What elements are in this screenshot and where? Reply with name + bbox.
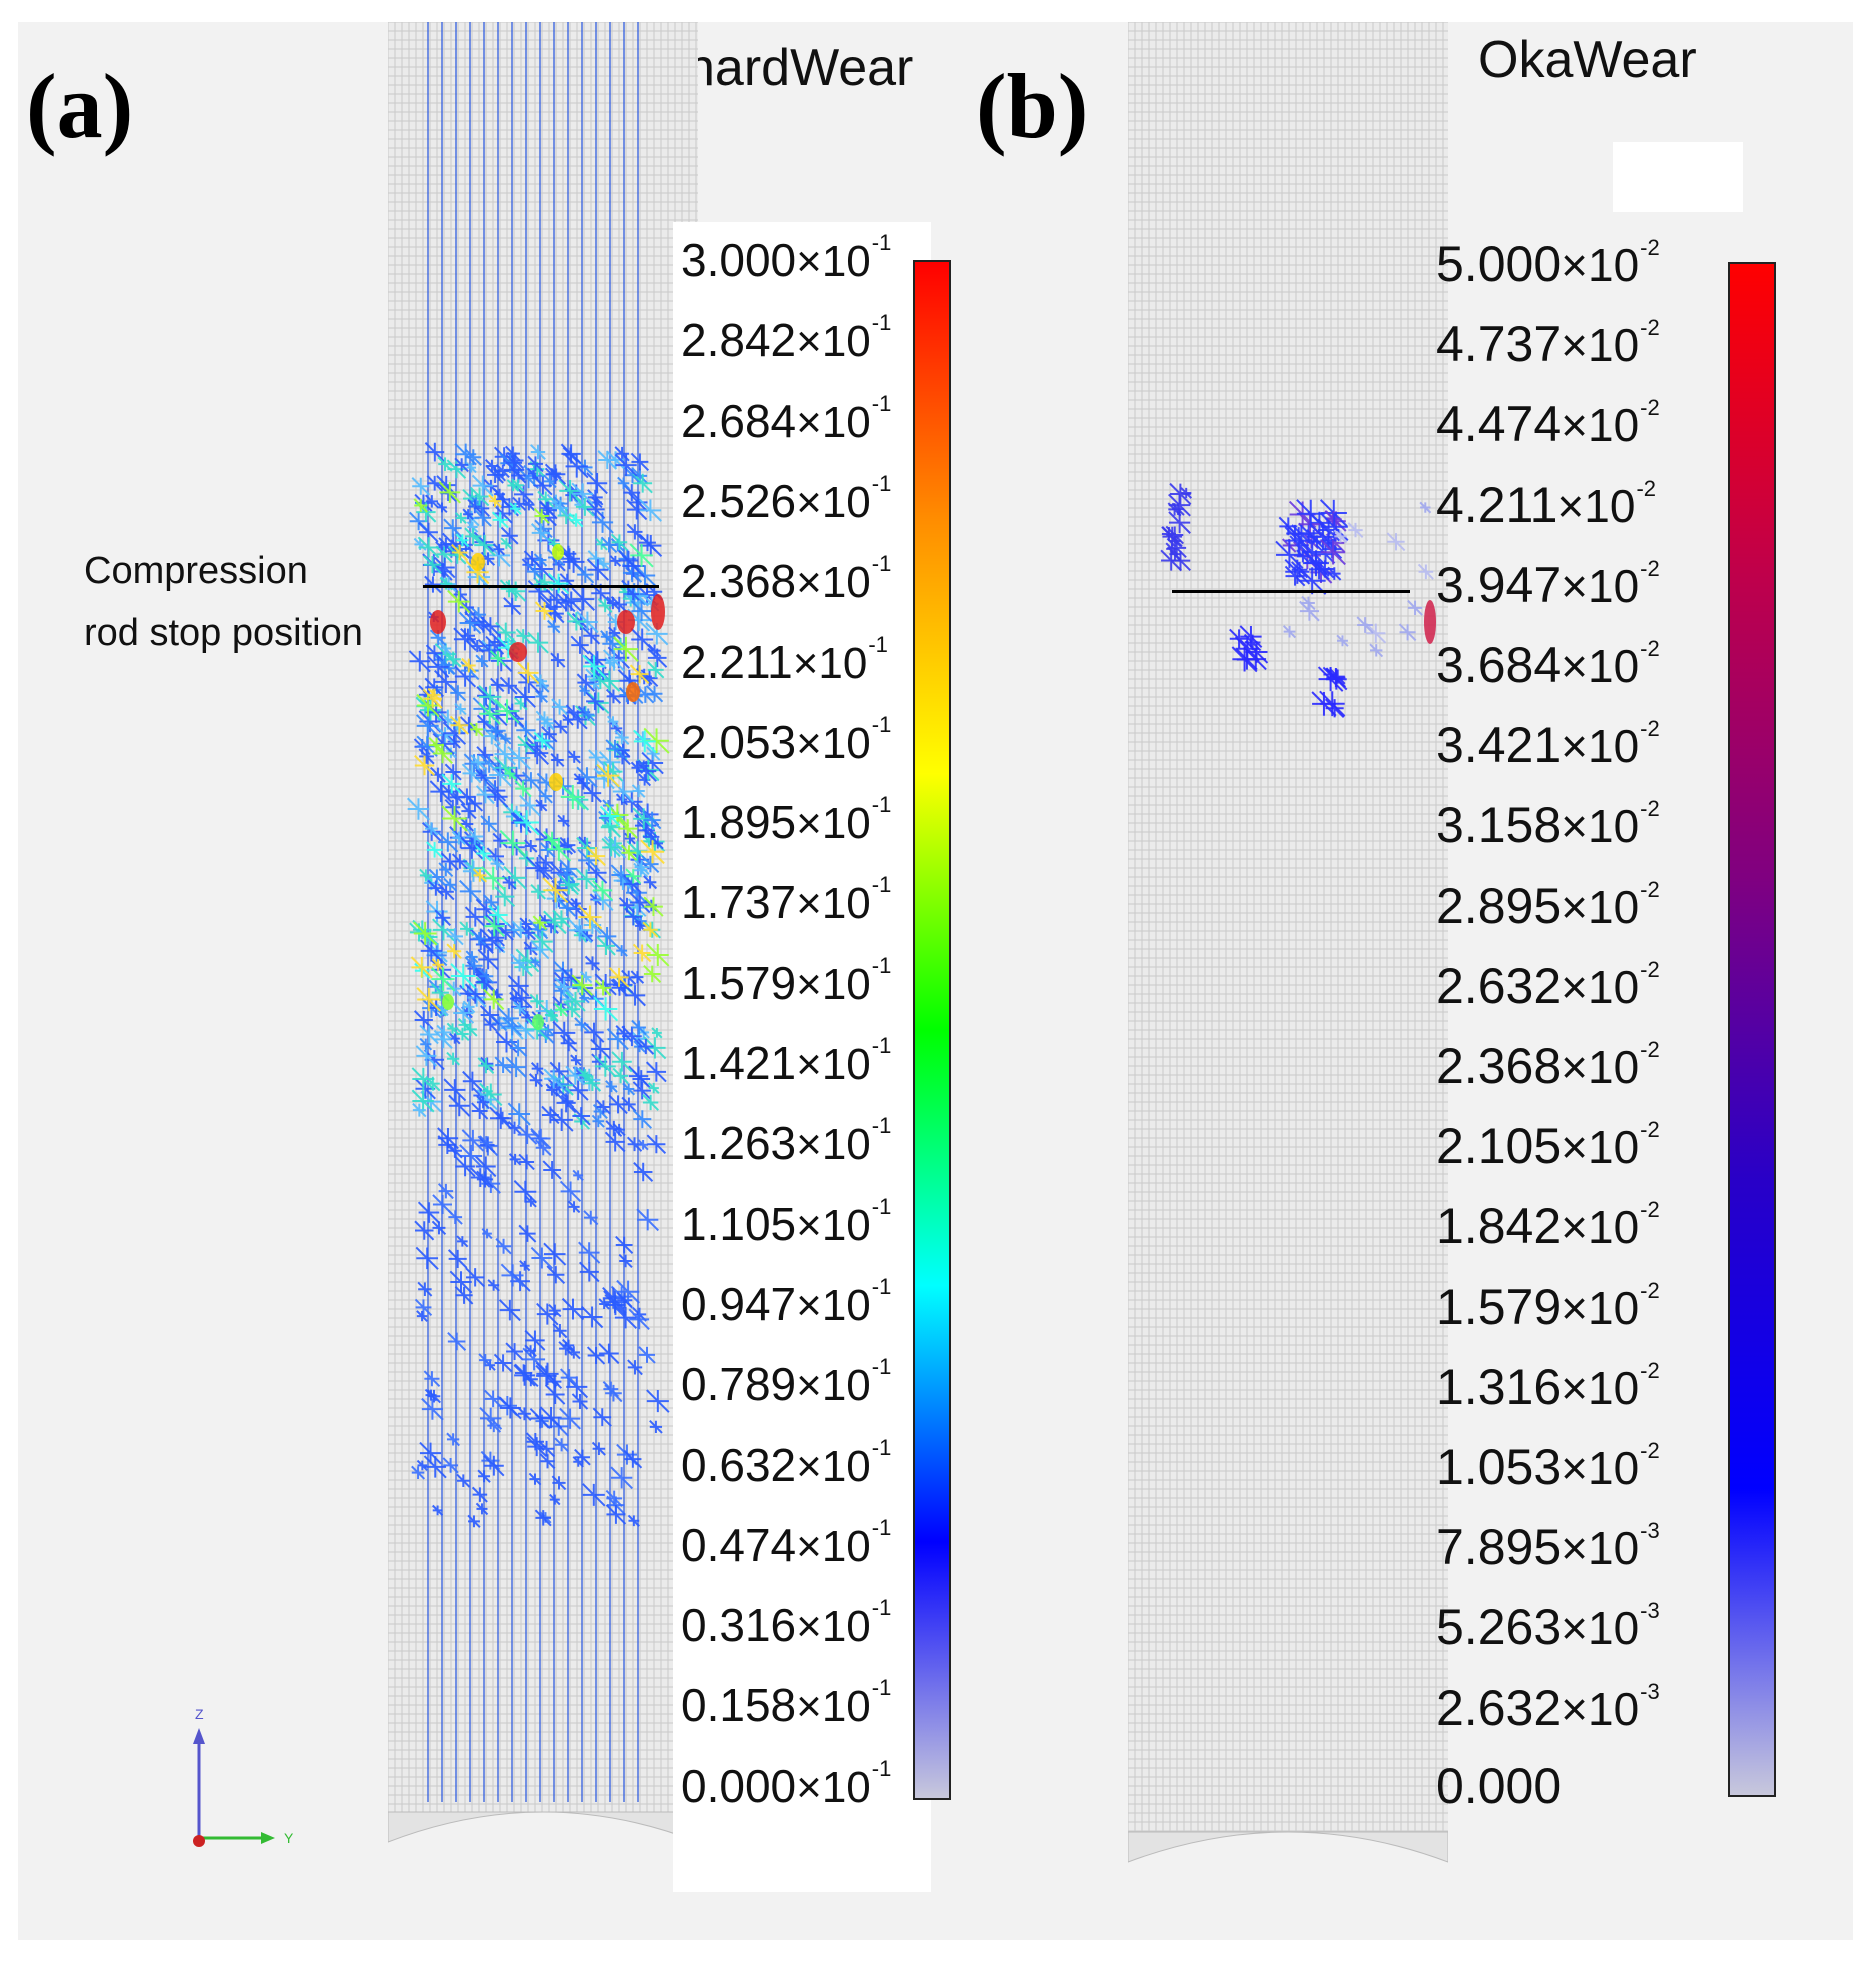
colorbar-tick-label: 0.316×10-1 — [681, 1595, 892, 1652]
colorbar-tick-label: 4.474×10-2 — [1436, 395, 1660, 453]
colorbar-tick-label: 2.105×10-2 — [1436, 1117, 1660, 1175]
colorbar-a-background — [673, 222, 931, 1892]
colorbar-tick-label: 1.263×10-1 — [681, 1113, 892, 1170]
annotation-line-2: rod stop position — [84, 612, 363, 654]
colorbar-tick-label: 1.579×10-2 — [1436, 1277, 1660, 1335]
colorbar-tick-label: 0.474×10-1 — [681, 1514, 892, 1571]
colorbar-tick-label: 0.789×10-1 — [681, 1354, 892, 1411]
stop-line-b — [1172, 590, 1410, 593]
colorbar-tick-label: 2.053×10-1 — [681, 711, 892, 768]
colorbar-tick-label: 2.684×10-1 — [681, 390, 892, 447]
axis-y-label: Y — [284, 1830, 294, 1846]
colorbar-tick-label: 1.895×10-1 — [681, 792, 892, 849]
colorbar-tick-label: 5.000×10-2 — [1436, 235, 1660, 292]
colorbar-tick-label: 4.737×10-2 — [1436, 315, 1660, 373]
colorbar-tick-label: 0.158×10-1 — [681, 1675, 892, 1732]
annotation-line-1: Compression — [84, 550, 308, 592]
panel-b-title: OkaWear — [1478, 31, 1697, 89]
colorbar-a — [913, 260, 951, 1800]
colorbar-tick-label: 5.263×10-3 — [1436, 1598, 1660, 1656]
figure-frame: (a) ArchardWear Compression rod stop pos… — [18, 22, 1853, 1940]
colorbar-tick-label: 3.000×10-1 — [681, 230, 892, 286]
colorbar-tick-label: 1.053×10-2 — [1436, 1438, 1660, 1495]
colorbar-tick-label: 2.526×10-1 — [681, 470, 892, 527]
colorbar-tick-label: 3.158×10-2 — [1436, 796, 1660, 854]
axis-z-label: Z — [195, 1706, 204, 1722]
colorbar-tick-label: 1.105×10-1 — [681, 1193, 892, 1250]
colorbar-b — [1728, 262, 1776, 1797]
colorbar-tick-label: 0.000 — [1436, 1757, 1562, 1814]
colorbar-tick-label: 2.632×10-3 — [1436, 1678, 1660, 1736]
colorbar-tick-label: 1.579×10-1 — [681, 952, 892, 1009]
colorbar-tick-label: 2.368×10-1 — [681, 551, 892, 608]
colorbar-tick-label: 2.211×10-1 — [681, 631, 888, 688]
colorbar-tick-label: 3.947×10-2 — [1436, 555, 1660, 613]
colorbar-tick-label: 0.632×10-1 — [681, 1434, 892, 1491]
colorbar-tick-label: 0.000×10-1 — [681, 1755, 892, 1812]
colorbar-tick-label: 1.842×10-2 — [1436, 1197, 1660, 1255]
colorbar-tick-label: 3.684×10-2 — [1436, 636, 1660, 693]
colorbar-tick-label: 4.211×10-2 — [1436, 475, 1657, 533]
colorbar-tick-label: 2.368×10-2 — [1436, 1037, 1660, 1094]
colorbar-tick-label: 1.316×10-2 — [1436, 1357, 1660, 1415]
colorbar-tick-label: 0.947×10-1 — [681, 1273, 892, 1330]
colorbar-tick-label: 3.421×10-2 — [1436, 716, 1660, 774]
title-b-mask — [1613, 142, 1743, 212]
colorbar-tick-label: 1.421×10-1 — [681, 1033, 892, 1089]
colorbar-tick-label: 1.737×10-1 — [681, 872, 892, 929]
panel-b-label: (b) — [976, 55, 1089, 157]
tube-a-mesh — [388, 22, 698, 1852]
colorbar-tick-label: 2.632×10-2 — [1436, 956, 1660, 1014]
panel-a-label: (a) — [26, 55, 134, 157]
axis-triad — [193, 1728, 275, 1847]
colorbar-tick-label: 2.842×10-1 — [681, 310, 892, 367]
stop-line-a — [423, 585, 659, 588]
colorbar-tick-label: 2.895×10-2 — [1436, 876, 1660, 934]
colorbar-tick-label: 7.895×10-3 — [1436, 1518, 1660, 1576]
tube-b-mesh — [1128, 22, 1448, 1872]
